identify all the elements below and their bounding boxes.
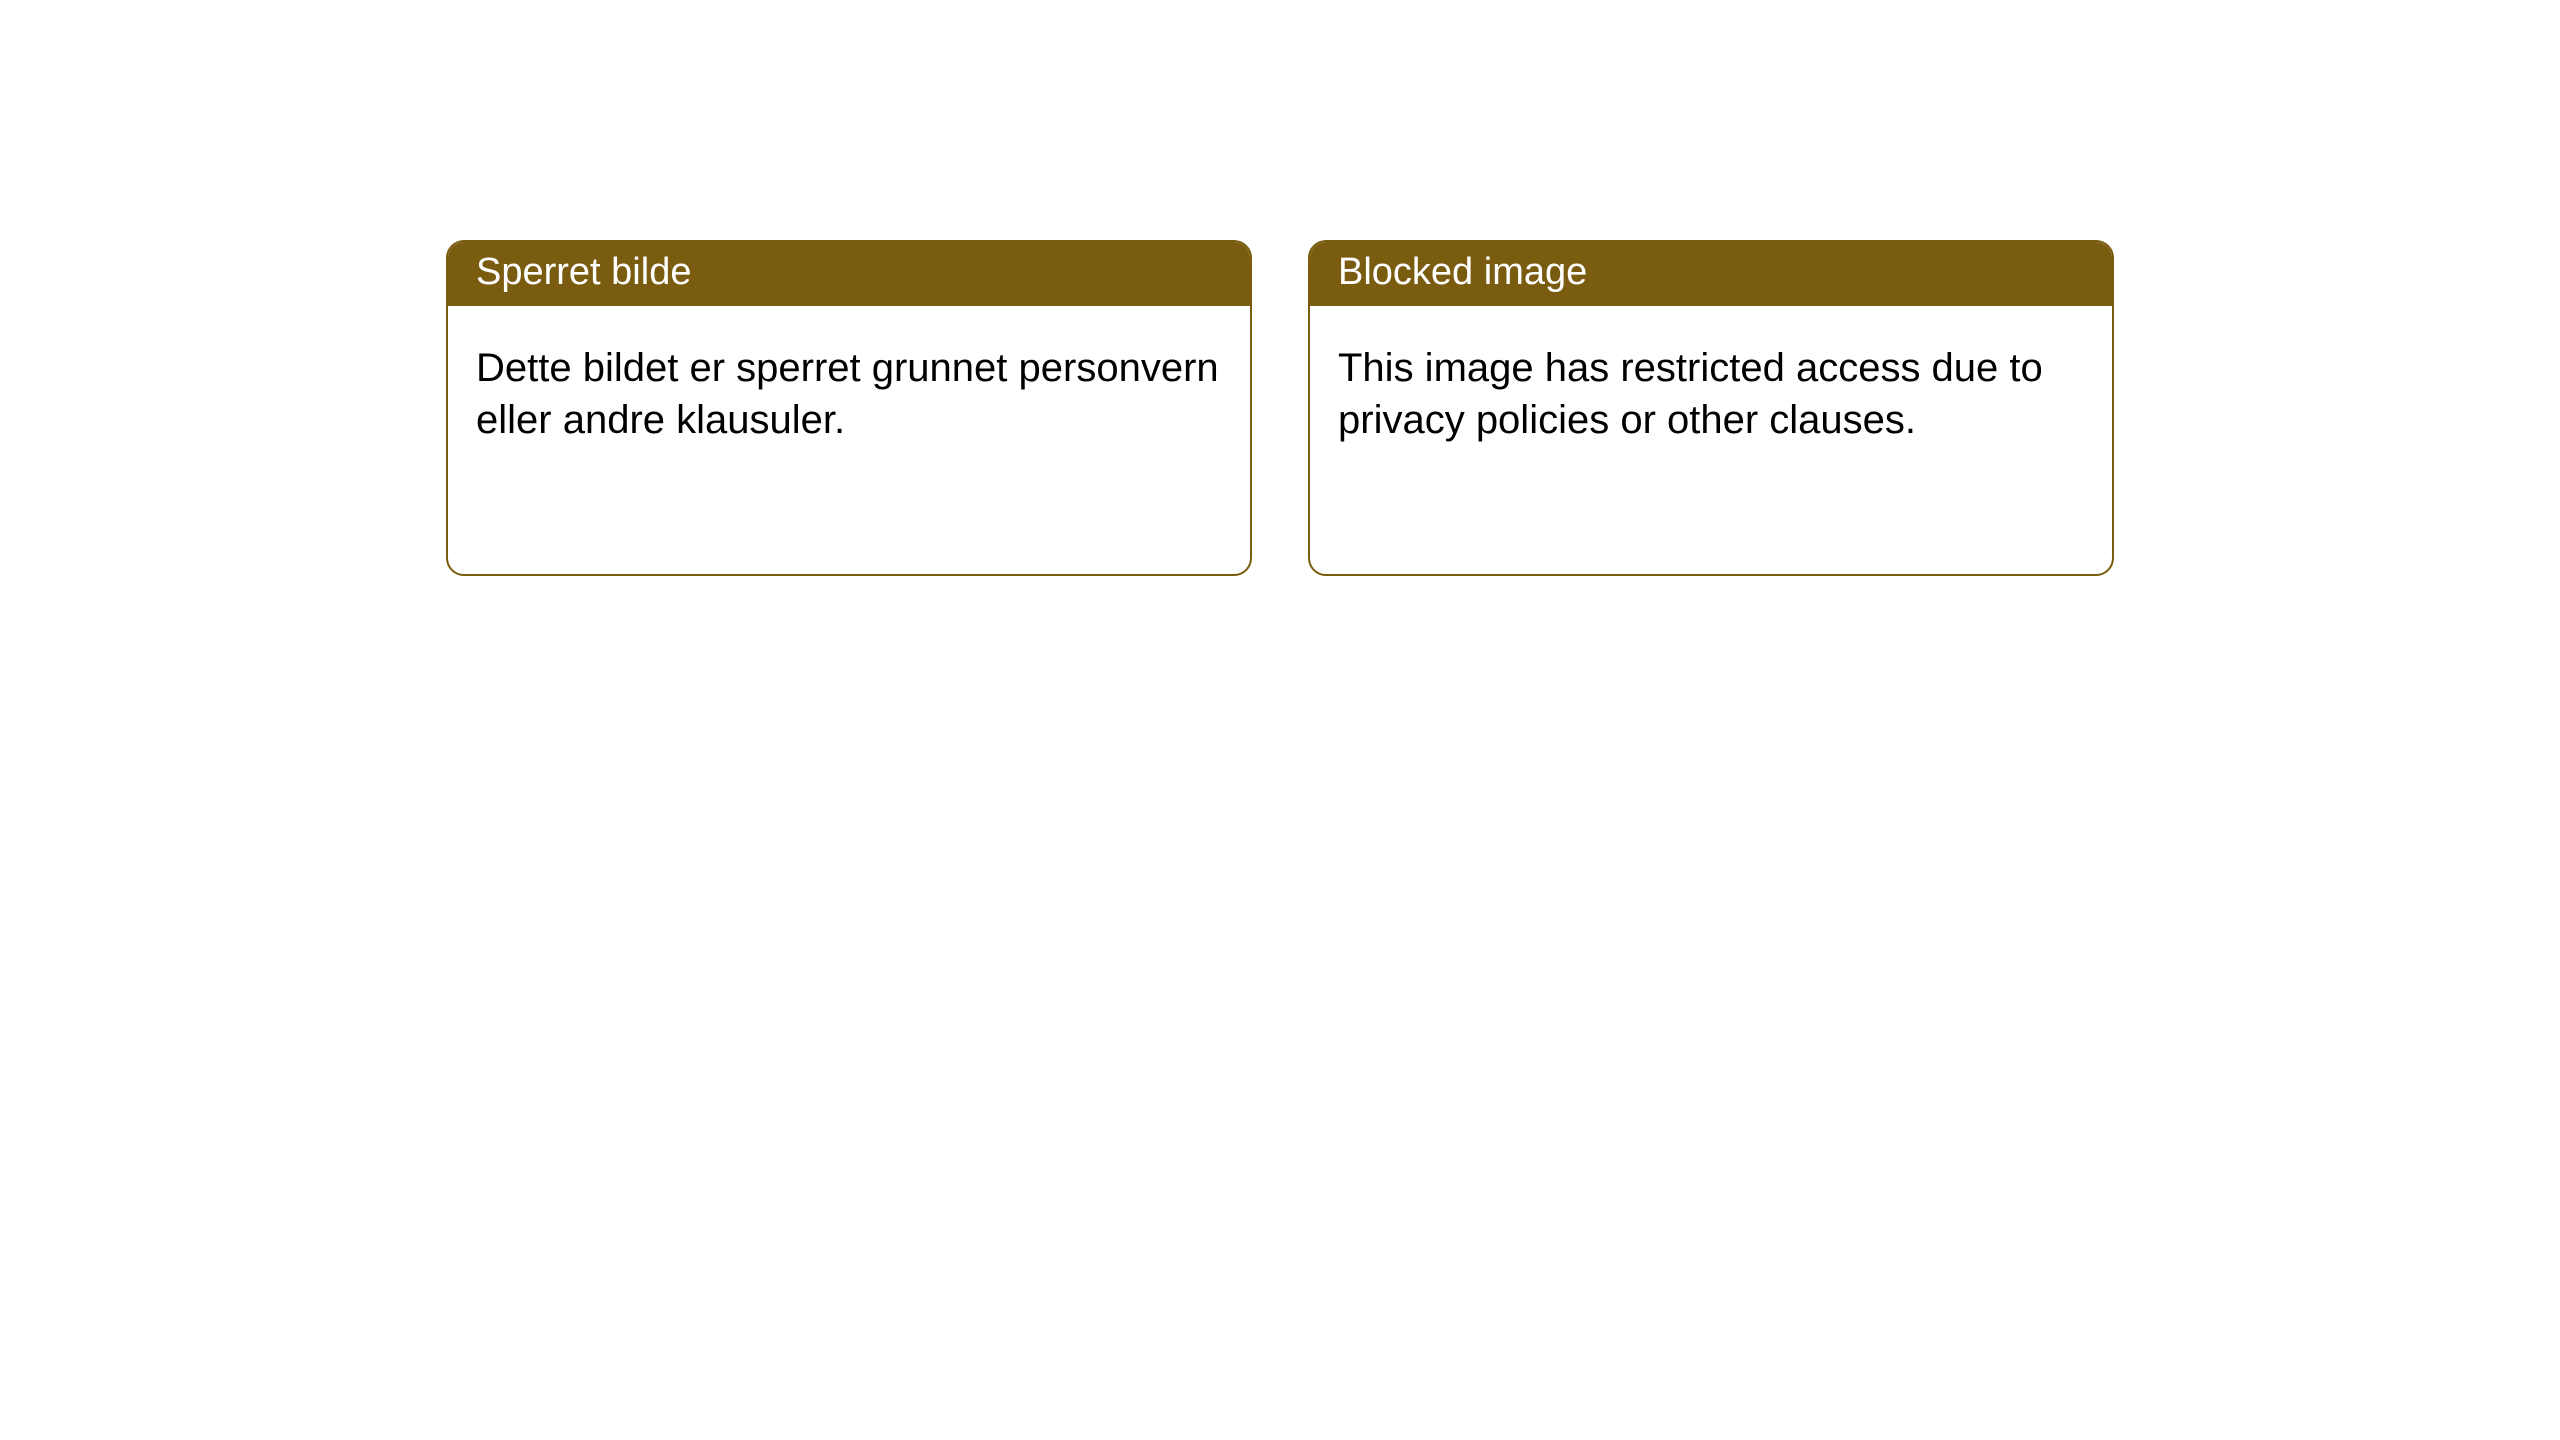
notice-box-norwegian: Sperret bilde Dette bildet er sperret gr… [446,240,1252,576]
notice-body-norwegian: Dette bildet er sperret grunnet personve… [448,306,1250,482]
notice-box-english: Blocked image This image has restricted … [1308,240,2114,576]
notice-container: Sperret bilde Dette bildet er sperret gr… [0,0,2560,576]
notice-header-english: Blocked image [1310,242,2112,306]
notice-body-english: This image has restricted access due to … [1310,306,2112,482]
notice-header-norwegian: Sperret bilde [448,242,1250,306]
